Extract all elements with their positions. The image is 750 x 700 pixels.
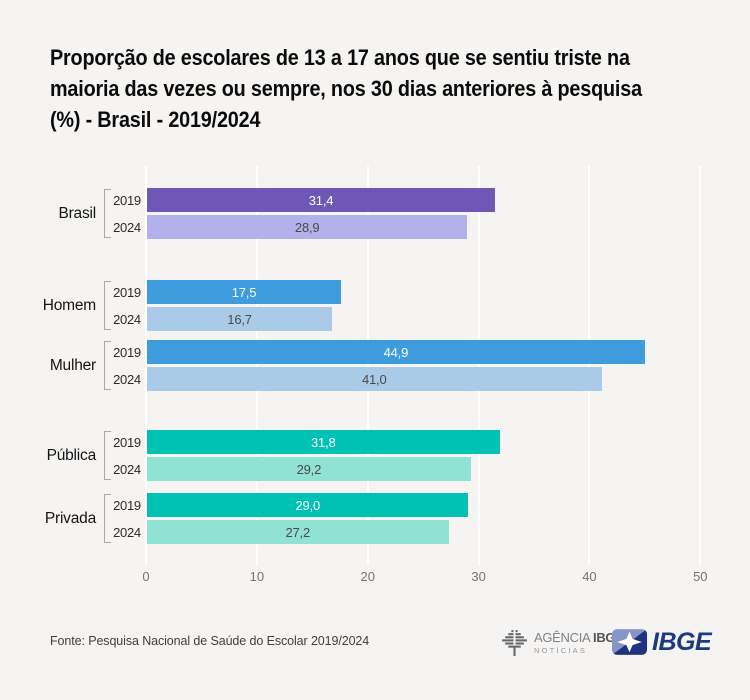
year-label-mulher-2019: 2019 bbox=[113, 344, 141, 360]
tree-icon bbox=[502, 630, 527, 656]
bar-homem-2019: 17,5 bbox=[147, 280, 341, 304]
category-label-brasil: Brasil bbox=[58, 204, 96, 222]
x-gridline-40 bbox=[588, 166, 591, 565]
year-label-brasil-2024: 2024 bbox=[113, 219, 141, 235]
value-label-homem-2019: 17,5 bbox=[231, 284, 257, 300]
x-tick-label-0: 0 bbox=[142, 569, 150, 584]
value-label-mulher-2019: 44,9 bbox=[383, 344, 409, 360]
year-label-homem-2024: 2024 bbox=[113, 311, 141, 327]
bar-privada-2019: 29,0 bbox=[147, 493, 469, 517]
year-label-publica-2019: 2019 bbox=[113, 434, 141, 450]
bar-mulher-2024: 41,0 bbox=[147, 367, 602, 391]
value-label-privada-2024: 27,2 bbox=[285, 524, 311, 540]
x-tick-label-40: 40 bbox=[582, 569, 597, 584]
year-bracket-homem bbox=[104, 281, 111, 330]
ibge-star-icon bbox=[612, 629, 647, 655]
value-label-privada-2019: 29,0 bbox=[295, 497, 320, 513]
x-tick-label-50: 50 bbox=[693, 569, 708, 584]
value-label-publica-2019: 31,8 bbox=[311, 434, 336, 450]
bar-mulher-2019: 44,9 bbox=[147, 340, 645, 364]
value-label-homem-2024: 16,7 bbox=[227, 311, 252, 327]
year-bracket-publica bbox=[104, 431, 111, 480]
year-label-mulher-2024: 2024 bbox=[113, 371, 141, 387]
category-label-publica: Pública bbox=[46, 446, 97, 464]
agencia-word: AGÊNCIA bbox=[534, 630, 590, 646]
bar-privada-2024: 27,2 bbox=[147, 520, 449, 544]
bar-homem-2024: 16,7 bbox=[147, 307, 333, 331]
x-gridline-20 bbox=[366, 166, 369, 565]
category-label-privada: Privada bbox=[44, 509, 96, 527]
chart-title: Proporção de escolares de 13 a 17 anos q… bbox=[50, 45, 642, 132]
ibge-wordmark: IBGE bbox=[652, 627, 712, 656]
agencia-ibge-wordmark: AGÊNCIA IBGE NOTÍCIAS bbox=[534, 631, 624, 655]
x-tick-label-20: 20 bbox=[360, 569, 375, 584]
x-gridline-50 bbox=[699, 166, 702, 565]
x-gridline-0 bbox=[145, 166, 147, 565]
agencia-ibge-name: AGÊNCIA IBGE bbox=[534, 631, 624, 644]
year-label-privada-2019: 2019 bbox=[113, 497, 141, 513]
source-note: Fonte: Pesquisa Nacional de Saúde do Esc… bbox=[50, 634, 370, 648]
value-label-brasil-2024: 28,9 bbox=[294, 219, 320, 235]
x-gridline-10 bbox=[255, 166, 258, 565]
year-label-homem-2019: 2019 bbox=[113, 284, 141, 300]
value-label-mulher-2024: 41,0 bbox=[362, 371, 387, 387]
bar-brasil-2024: 28,9 bbox=[147, 215, 468, 239]
bar-brasil-2019: 31,4 bbox=[147, 188, 496, 212]
bar-publica-2019: 31,8 bbox=[147, 430, 500, 454]
x-tick-label-30: 30 bbox=[471, 569, 486, 584]
year-label-privada-2024: 2024 bbox=[113, 524, 141, 540]
year-label-brasil-2019: 2019 bbox=[113, 192, 141, 208]
value-label-publica-2024: 29,2 bbox=[296, 461, 322, 477]
bar-publica-2024: 29,2 bbox=[147, 457, 471, 481]
year-bracket-brasil bbox=[104, 189, 111, 238]
agencia-noticias-word: NOTÍCIAS bbox=[534, 646, 588, 656]
agencia-ibge-noticias-logo: AGÊNCIA IBGE NOTÍCIAS bbox=[501, 629, 624, 657]
ibge-logo: IBGE bbox=[612, 627, 712, 656]
x-gridline-30 bbox=[477, 166, 480, 565]
category-label-mulher: Mulher bbox=[49, 356, 96, 374]
year-label-publica-2024: 2024 bbox=[113, 461, 141, 477]
value-label-brasil-2019: 31,4 bbox=[308, 192, 334, 208]
year-bracket-mulher bbox=[104, 341, 111, 390]
year-bracket-privada bbox=[104, 494, 111, 543]
x-tick-label-10: 10 bbox=[249, 569, 265, 584]
category-label-homem: Homem bbox=[42, 296, 96, 314]
